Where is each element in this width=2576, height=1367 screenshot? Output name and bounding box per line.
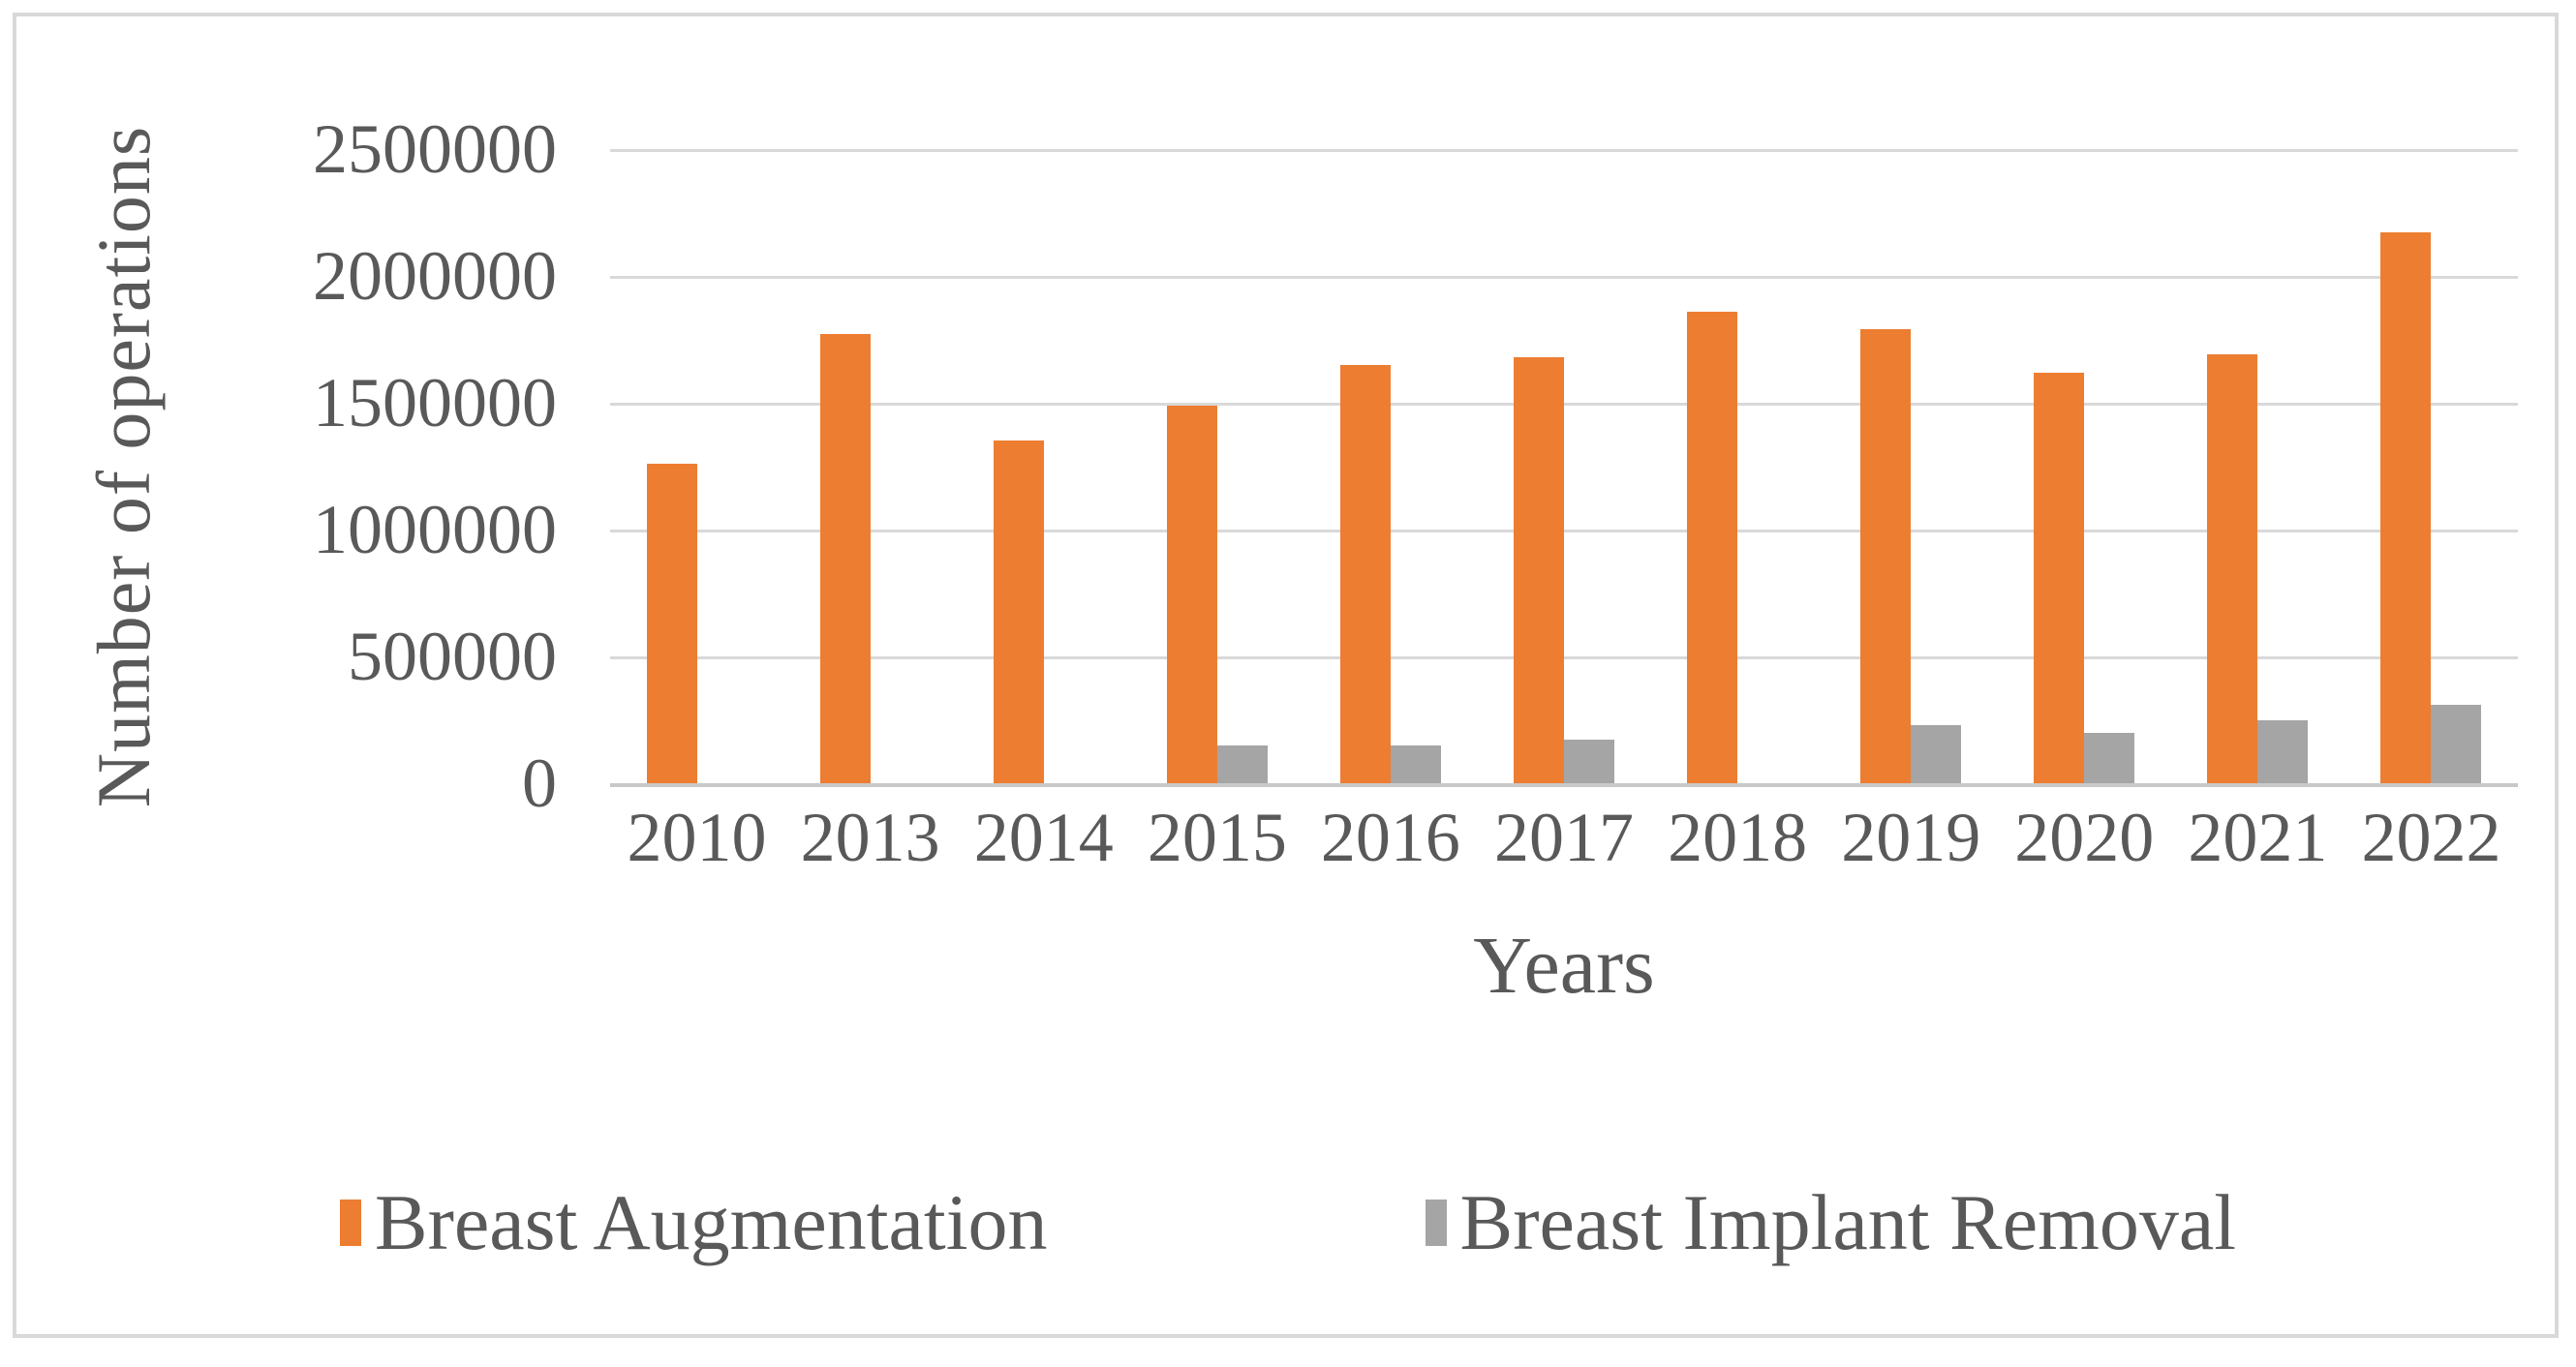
bar-group-2022 <box>2345 149 2518 783</box>
x-tick-label-2015: 2015 <box>1147 799 1287 876</box>
bar-group-2016 <box>1303 149 1477 783</box>
x-tick-label-2010: 2010 <box>627 799 767 876</box>
y-tick-label: 0 <box>522 744 557 822</box>
legend: Breast Augmentation Breast Implant Remova… <box>0 1183 2576 1262</box>
x-tick-label-2018: 2018 <box>1668 799 1808 876</box>
bar-breast-augmentation-2018 <box>1687 311 1738 783</box>
bar-group-2014 <box>957 149 1130 783</box>
bar-breast-implant-removal-2022 <box>2431 704 2482 783</box>
bar-series-container <box>610 149 2518 783</box>
bar-group-2013 <box>783 149 957 783</box>
legend-entry-breast-augmentation: Breast Augmentation <box>339 1178 1048 1266</box>
bar-breast-implant-removal-2016 <box>1390 744 1441 783</box>
x-tick-label-2021: 2021 <box>2188 799 2328 876</box>
x-axis-line <box>610 783 2518 787</box>
x-tick-label-2017: 2017 <box>1494 799 1635 876</box>
bar-breast-implant-removal-2019 <box>1911 724 1962 783</box>
x-tick-label-2014: 2014 <box>973 799 1114 876</box>
legend-label-breast-augmentation: Breast Augmentation <box>374 1178 1048 1266</box>
gridline <box>610 149 2518 152</box>
x-tick-label-2022: 2022 <box>2361 799 2501 876</box>
bar-group-2020 <box>1998 149 2171 783</box>
bar-breast-augmentation-2015 <box>1166 405 1217 783</box>
x-axis-tick-labels: 2010 2013 2014 2015 2016 2017 2018 2019 2020 2021… <box>610 796 2518 879</box>
legend-swatch-breast-augmentation <box>339 1200 361 1246</box>
x-tick-label-2016: 2016 <box>1320 799 1460 876</box>
bar-breast-augmentation-2021 <box>2207 354 2258 783</box>
x-tick-label-2019: 2019 <box>1841 799 1981 876</box>
bar-breast-augmentation-2010 <box>646 463 697 783</box>
y-tick-label: 500000 <box>348 618 557 695</box>
x-axis-title: Years <box>1473 921 1655 1011</box>
legend-swatch-breast-implant-removal <box>1425 1200 1447 1246</box>
bar-breast-augmentation-2014 <box>993 440 1044 783</box>
bar-breast-augmentation-2017 <box>1514 356 1565 783</box>
bar-breast-augmentation-2013 <box>819 334 871 783</box>
bar-group-2017 <box>1477 149 1650 783</box>
legend-label-breast-implant-removal: Breast Implant Removal <box>1459 1178 2237 1266</box>
bar-breast-implant-removal-2015 <box>1216 744 1268 783</box>
x-tick-label-2020: 2020 <box>2014 799 2155 876</box>
y-axis-tick-labels: 2500000 2000000 1500000 1000000 500000 0 <box>0 114 567 818</box>
bar-group-2021 <box>2171 149 2345 783</box>
bar-breast-augmentation-2019 <box>1860 329 1912 783</box>
bar-breast-implant-removal-2017 <box>1564 740 1615 783</box>
bar-breast-implant-removal-2021 <box>2257 719 2309 783</box>
bar-group-2019 <box>1825 149 1998 783</box>
bar-group-2010 <box>610 149 783 783</box>
bar-breast-augmentation-2022 <box>2380 232 2432 783</box>
y-tick-label: 2000000 <box>313 237 557 315</box>
bar-group-2018 <box>1651 149 1825 783</box>
y-tick-label: 2500000 <box>313 110 557 188</box>
legend-entry-breast-implant-removal: Breast Implant Removal <box>1425 1178 2237 1266</box>
x-tick-label-2013: 2013 <box>800 799 940 876</box>
bar-breast-augmentation-2016 <box>1339 364 1391 783</box>
bar-group-2015 <box>1130 149 1303 783</box>
y-tick-label: 1000000 <box>313 491 557 568</box>
gridline <box>610 276 2518 279</box>
bar-breast-implant-removal-2020 <box>2084 732 2135 783</box>
figure-border <box>13 13 2559 1338</box>
y-tick-label: 1500000 <box>313 364 557 441</box>
plot-area <box>610 149 2518 787</box>
bar-breast-augmentation-2020 <box>2034 372 2085 783</box>
